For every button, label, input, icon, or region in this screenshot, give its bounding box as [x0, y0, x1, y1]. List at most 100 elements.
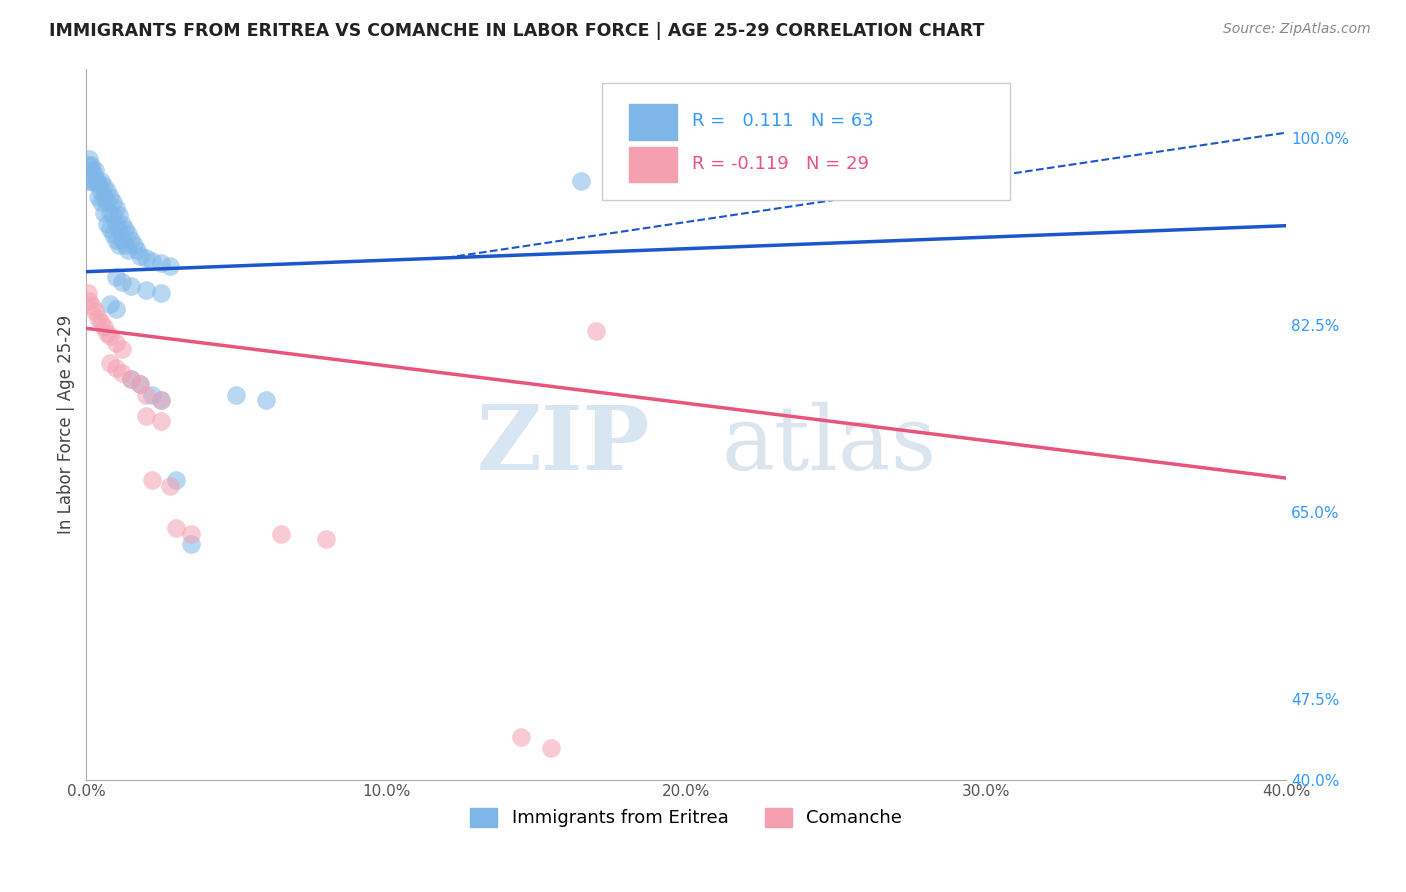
Point [105, 336, 128, 351]
Point [159, 478, 181, 492]
Point [111, 217, 134, 231]
Point [87, 310, 110, 325]
Point [76, 158, 98, 172]
Point [105, 360, 128, 375]
Point [120, 233, 142, 247]
Point [129, 249, 152, 263]
Text: ZIP: ZIP [477, 402, 650, 489]
Point [93, 190, 115, 204]
Point [114, 222, 136, 236]
Point [87, 190, 110, 204]
Point [79, 153, 101, 167]
Point [120, 371, 142, 385]
Point [129, 376, 152, 391]
Text: R = -0.119   N = 29: R = -0.119 N = 29 [692, 155, 869, 173]
Point [98, 190, 121, 204]
Point [105, 233, 128, 247]
Point [93, 320, 115, 334]
Point [90, 315, 112, 329]
Point [79, 293, 101, 308]
Point [105, 270, 128, 285]
Point [165, 521, 187, 535]
Point [135, 283, 157, 297]
Point [111, 342, 134, 356]
Bar [628, 104, 676, 140]
Point [111, 233, 134, 247]
Point [141, 473, 163, 487]
Legend: Immigrants from Eritrea, Comanche: Immigrants from Eritrea, Comanche [463, 801, 910, 835]
Point [254, 392, 277, 407]
Point [82, 174, 104, 188]
Point [111, 276, 134, 290]
Point [117, 227, 139, 242]
Point [141, 254, 163, 268]
Point [135, 387, 157, 401]
Point [150, 414, 173, 428]
Point [98, 222, 121, 236]
Point [98, 206, 121, 220]
Point [84, 163, 107, 178]
Point [150, 392, 173, 407]
Point [90, 195, 112, 210]
Point [180, 526, 202, 541]
Point [87, 176, 110, 190]
Point [120, 371, 142, 385]
Point [103, 195, 125, 210]
Point [98, 329, 121, 343]
Point [108, 208, 131, 222]
Text: IMMIGRANTS FROM ERITREA VS COMANCHE IN LABOR FORCE | AGE 25-29 CORRELATION CHART: IMMIGRANTS FROM ERITREA VS COMANCHE IN L… [49, 22, 984, 40]
Point [90, 174, 112, 188]
Point [111, 366, 134, 380]
Text: Source: ZipAtlas.com: Source: ZipAtlas.com [1223, 22, 1371, 37]
Point [150, 392, 173, 407]
Point [105, 302, 128, 317]
Point [79, 174, 101, 188]
Point [165, 473, 187, 487]
Point [105, 201, 128, 215]
Point [315, 532, 337, 546]
Point [180, 537, 202, 551]
Point [569, 174, 592, 188]
Point [124, 238, 146, 252]
Point [135, 409, 157, 423]
Point [510, 730, 533, 744]
Point [96, 217, 118, 231]
Point [96, 185, 118, 199]
Point [90, 185, 112, 199]
Point [127, 244, 149, 258]
Point [93, 206, 115, 220]
Text: R =   0.111   N = 63: R = 0.111 N = 63 [692, 112, 875, 130]
Point [103, 227, 125, 242]
Point [150, 286, 173, 301]
Point [96, 326, 118, 340]
Point [82, 163, 104, 178]
Point [108, 238, 131, 252]
Point [120, 278, 142, 293]
Point [83, 169, 105, 183]
Point [103, 208, 125, 222]
Point [96, 195, 118, 210]
Point [84, 176, 107, 190]
Point [76, 286, 98, 301]
Point [141, 387, 163, 401]
Point [108, 222, 131, 236]
Point [114, 238, 136, 252]
Point [117, 244, 139, 258]
Point [225, 387, 247, 401]
FancyBboxPatch shape [602, 83, 1010, 200]
Text: atlas: atlas [723, 401, 938, 489]
Point [159, 260, 181, 274]
Point [84, 304, 107, 318]
Point [129, 376, 152, 391]
Point [80, 158, 103, 172]
Point [135, 251, 157, 265]
Point [98, 297, 121, 311]
Y-axis label: In Labor Force | Age 25-29: In Labor Force | Age 25-29 [58, 315, 75, 533]
Point [540, 740, 562, 755]
Point [150, 256, 173, 270]
Point [585, 324, 607, 338]
Point [270, 526, 292, 541]
Point [82, 299, 104, 313]
Point [86, 174, 108, 188]
Point [105, 217, 128, 231]
